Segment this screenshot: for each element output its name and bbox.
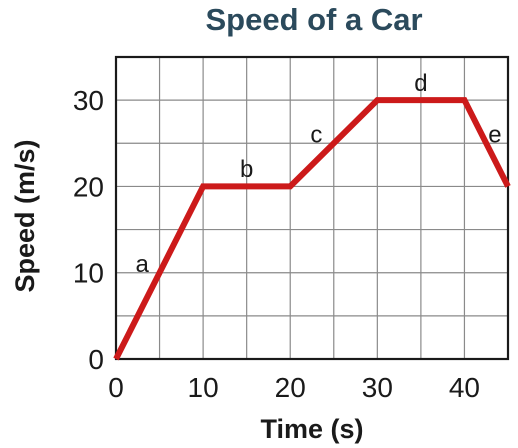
y-tick-label: 20 [73,171,104,202]
segment-label-d: d [414,70,427,97]
segment-label-c: c [310,122,322,149]
plot-frame [114,55,510,361]
x-tick-label: 40 [449,372,480,403]
x-tick-label: 20 [275,372,306,403]
series-line-0 [113,97,511,361]
series-layer [113,97,511,361]
y-axis-label: Speed (m/s) [10,139,40,292]
x-tick-label: 30 [362,372,393,403]
y-tick-label: 0 [88,344,104,375]
x-axis-label: Time (s) [260,414,363,444]
segment-labels: a b c d e [135,70,501,278]
chart-title: Speed of a Car [205,2,422,37]
segment-label-b: b [240,156,253,183]
tick-labels: 0 10 20 30 40 0 10 20 30 [73,85,480,403]
y-tick-label: 30 [73,85,104,116]
segment-label-a: a [135,251,149,278]
segment-label-e: e [488,122,501,149]
y-tick-label: 10 [73,258,104,289]
x-tick-label: 0 [108,372,124,403]
x-tick-label: 10 [188,372,219,403]
